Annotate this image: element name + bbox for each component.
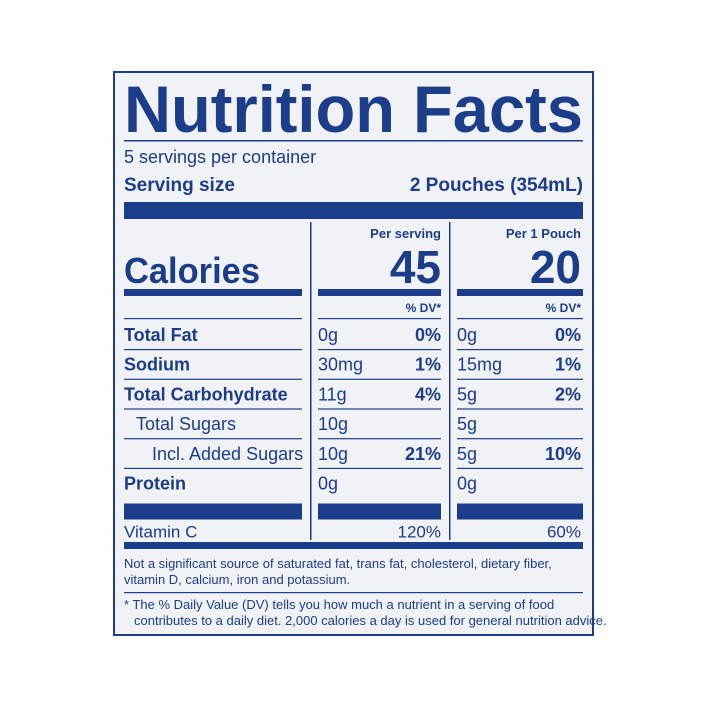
footnote: vitamin D, calcium, iron and potassium. [124,572,350,587]
daily-value: 1% [555,355,581,375]
amount: 0g [457,325,477,345]
daily-value: 21% [405,444,441,464]
thick-rule [318,503,441,520]
rule [457,378,583,380]
nutrient-name: Total Sugars [136,414,236,434]
nutrient-name: Protein [124,474,186,494]
rule [457,408,583,410]
label-box [113,71,594,636]
dv-note: * The % Daily Value (DV) tells you how m… [124,597,554,612]
dv-header: % DV* [406,301,442,315]
nutrient-name: Incl. Added Sugars [152,444,303,464]
daily-value: 4% [415,384,441,404]
rule [318,467,441,469]
rule [318,408,441,410]
title: Nutrition Facts [124,72,583,146]
amount: 10g [318,414,348,434]
amount: 11g [318,384,347,404]
rule [124,592,583,594]
column-header: Per 1 Pouch [506,226,581,241]
vitamin-dv: 60% [547,523,581,542]
rule [457,318,583,320]
amount: 30mg [318,355,363,375]
amount: 5g [457,414,477,434]
nutrient-name: Total Carbohydrate [124,384,288,404]
daily-value: 10% [545,444,581,464]
rule [318,318,441,320]
column-divider [310,222,312,540]
amount: 0g [457,474,477,494]
thick-rule [457,289,583,296]
rule [457,349,583,351]
vitamin-name: Vitamin C [124,523,197,542]
servings: 5 servings per container [124,147,316,167]
rule [318,378,441,380]
daily-value: 0% [415,325,441,345]
dv-header: % DV* [546,301,582,315]
nutrient-name: Sodium [124,355,190,375]
nutrient-name: Total Fat [124,325,198,345]
thick-rule [124,542,583,549]
rule [124,140,583,142]
thick-rule [124,289,302,296]
dv-note: contributes to a daily diet. 2,000 calor… [134,613,607,628]
amount: 15mg [457,355,502,375]
serving-size-value: 2 Pouches (354mL) [410,175,583,196]
daily-value: 1% [415,355,441,375]
vitamin-dv: 120% [398,523,441,542]
serving-size-label: Serving size [124,175,235,196]
rule [124,378,302,380]
rule [457,438,583,440]
rule [457,467,583,469]
rule [124,349,302,351]
footnote: Not a significant source of saturated fa… [124,556,552,571]
thick-rule [457,503,583,520]
amount: 10g [318,444,348,464]
calories-value: 45 [390,241,441,293]
rule [124,318,302,320]
thick-rule [318,289,441,296]
thick-rule [124,503,302,520]
thick-rule [124,202,583,219]
column-header: Per serving [370,226,441,241]
calories-value: 20 [530,241,581,293]
rule [124,408,302,410]
rule [124,438,302,440]
daily-value: 0% [555,325,581,345]
rule [124,467,302,469]
amount: 5g [457,384,477,404]
daily-value: 2% [555,384,581,404]
amount: 5g [457,444,477,464]
amount: 0g [318,474,338,494]
rule [318,349,441,351]
rule [318,438,441,440]
calories-label: Calories [124,250,260,291]
amount: 0g [318,325,338,345]
column-divider [449,222,451,540]
